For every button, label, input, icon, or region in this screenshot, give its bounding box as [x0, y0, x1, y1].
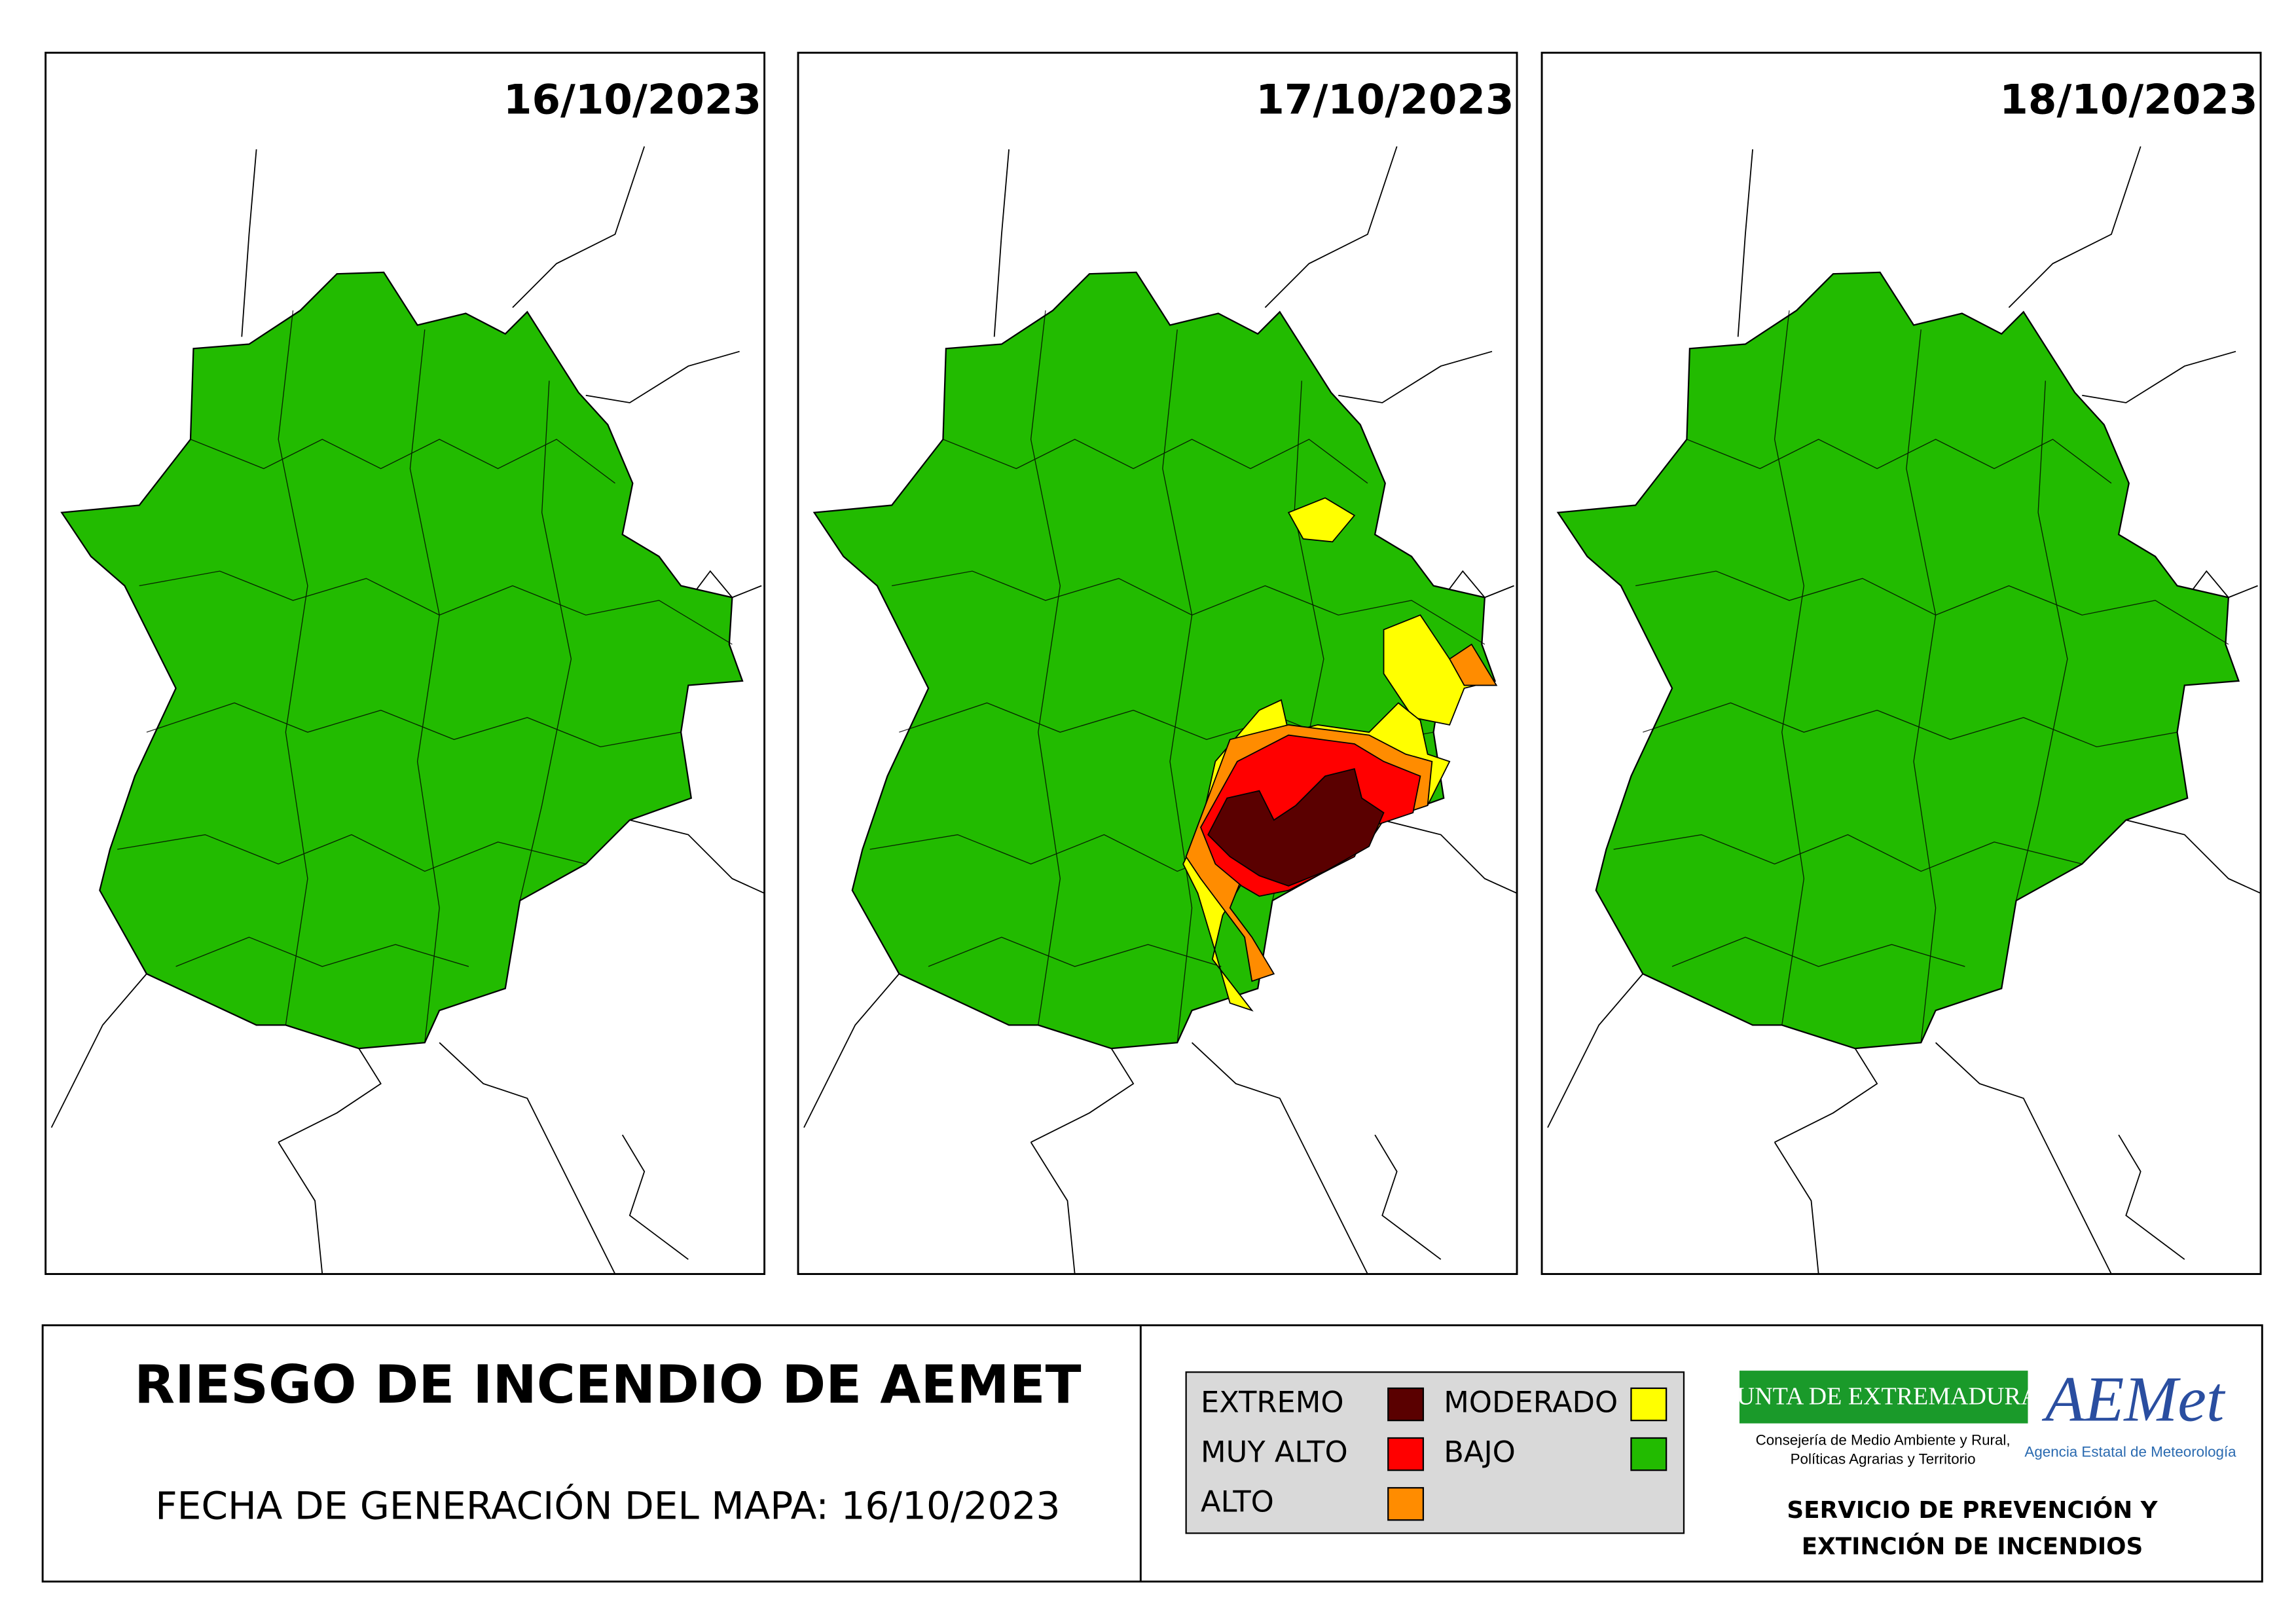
map-date: 16/10/2023	[503, 76, 761, 124]
consejeria: Consejería de Medio Ambiente y Rural,	[1756, 1431, 2011, 1448]
consejeria: Políticas Agrarias y Territorio	[1791, 1450, 1976, 1467]
footer-box	[41, 1324, 2263, 1583]
service: EXTINCIÓN DE INCENDIOS	[1802, 1533, 2143, 1560]
risk-area	[1207, 767, 1385, 887]
legend-label: BAJO	[1444, 1435, 1516, 1469]
generation-date: FECHA DE GENERACIÓN DEL MAPA: 16/10/2023	[155, 1483, 1060, 1528]
legend-label: MODERADO	[1444, 1385, 1618, 1420]
legend-swatch	[1630, 1387, 1667, 1422]
legend-swatch	[1630, 1437, 1667, 1471]
service: SERVICIO DE PREVENCIÓN Y	[1787, 1496, 2158, 1524]
risk-area	[1448, 643, 1498, 686]
aemet-logo: AEMet	[2041, 1363, 2226, 1435]
legend-swatch	[1387, 1486, 1425, 1521]
legend-swatch	[1387, 1437, 1425, 1471]
legend-label: MUY ALTO	[1201, 1435, 1348, 1469]
junta-logo	[1739, 1371, 2028, 1424]
legend-label: ALTO	[1201, 1485, 1274, 1519]
risk-area	[1287, 497, 1356, 543]
legend-label: EXTREMO	[1201, 1385, 1344, 1420]
aemet-subtitle: Agencia Estatal de Meteorología	[2024, 1443, 2236, 1460]
junta-name: JUNTA DE EXTREMADURA	[1727, 1382, 2039, 1410]
legend-box	[1185, 1371, 1685, 1534]
legend-swatch	[1387, 1387, 1425, 1422]
footer-title: RIESGO DE INCENDIO DE AEMET	[134, 1354, 1081, 1415]
map-date: 17/10/2023	[1256, 76, 1514, 124]
map-date: 18/10/2023	[1999, 76, 2257, 124]
